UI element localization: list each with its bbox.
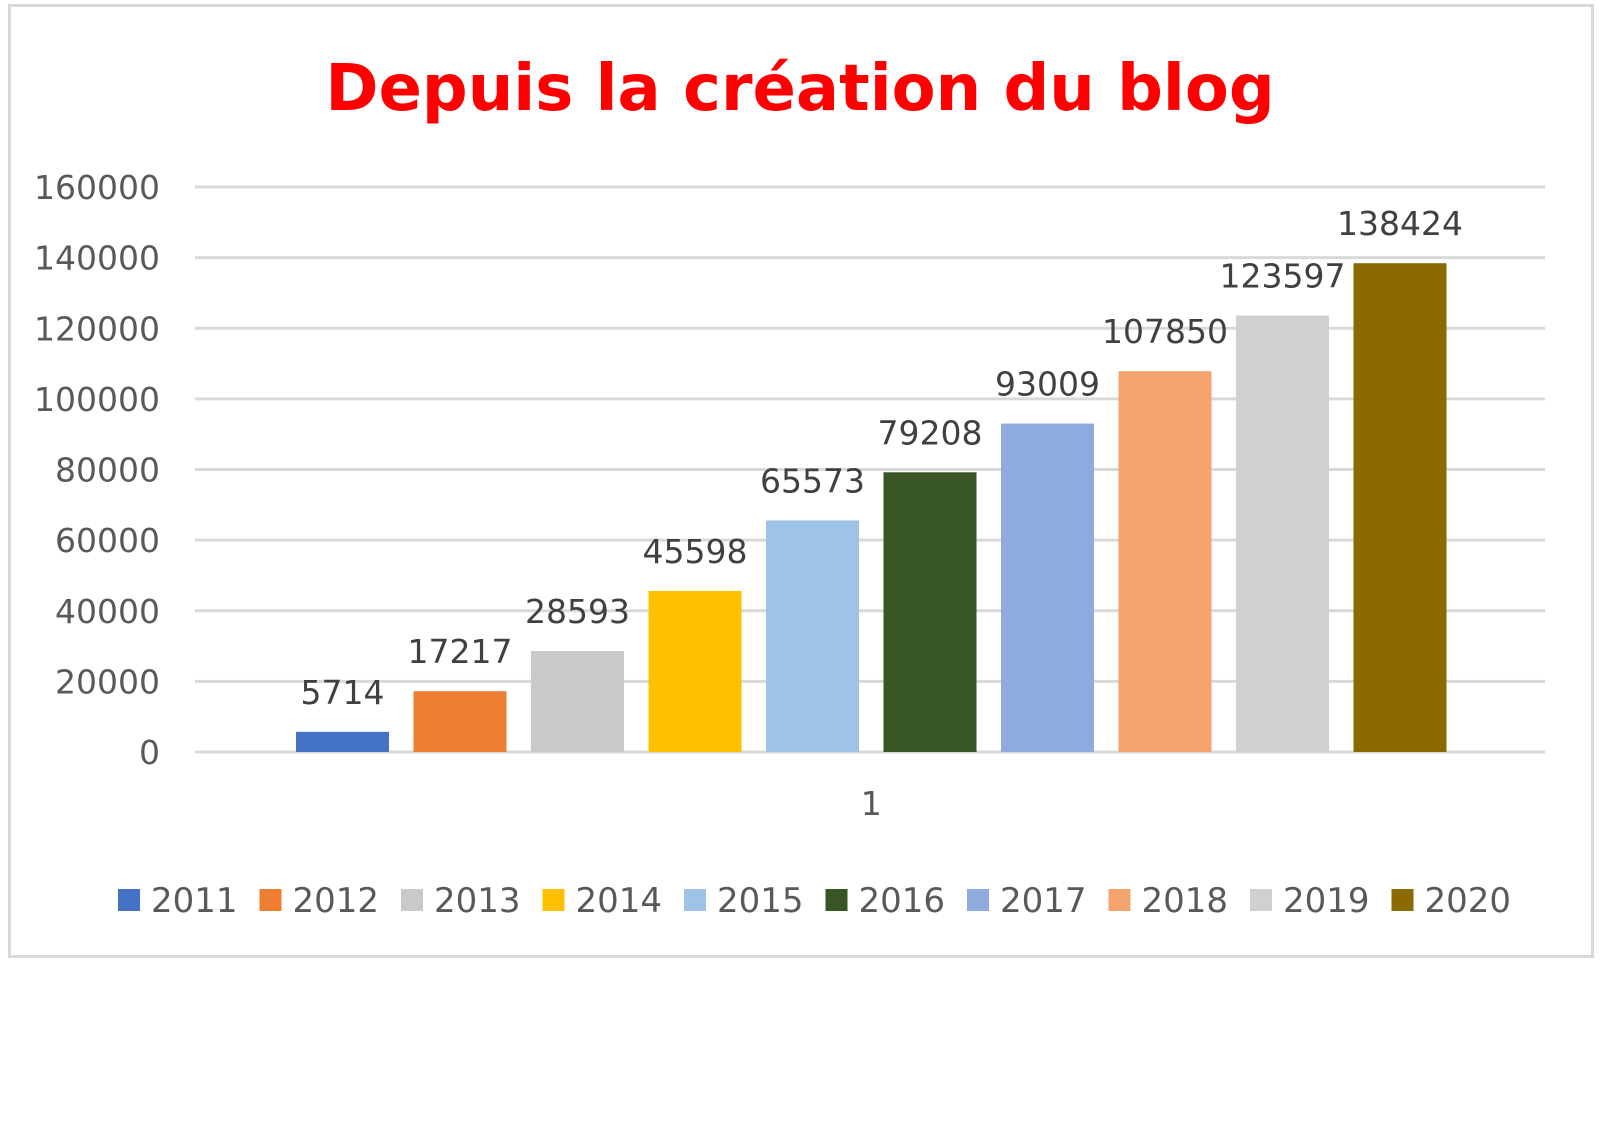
data-label-2019: 123597 bbox=[1220, 257, 1346, 296]
y-tick-label: 60000 bbox=[55, 521, 160, 560]
legend-swatch bbox=[825, 889, 848, 911]
legend-swatch bbox=[967, 889, 989, 911]
legend-label: 2013 bbox=[434, 881, 521, 921]
legend-swatch bbox=[259, 889, 282, 911]
y-tick-label: 0 bbox=[139, 733, 160, 772]
legend: 2011 2012 2013 2014 2015 2016 2017 2018 2019 2020 bbox=[118, 881, 1511, 921]
data-label-2014: 45598 bbox=[643, 532, 748, 571]
legend-item-2015: 2015 bbox=[684, 881, 804, 921]
bar-2020 bbox=[1353, 263, 1447, 752]
legend-label: 2011 bbox=[151, 881, 238, 921]
bars bbox=[296, 263, 1447, 752]
legend-swatch bbox=[542, 889, 565, 911]
legend-item-2017: 2017 bbox=[967, 881, 1087, 921]
y-tick-label: 20000 bbox=[55, 662, 160, 701]
data-labels: 5714 17217 28593 45598 65573 79208 93009107850… bbox=[301, 204, 1463, 712]
legend-swatch bbox=[401, 889, 423, 911]
legend-label: 2016 bbox=[859, 881, 946, 921]
legend-label: 2014 bbox=[576, 881, 663, 921]
data-label-2017: 93009 bbox=[995, 365, 1100, 404]
legend-label: 2018 bbox=[1142, 881, 1229, 921]
legend-swatch bbox=[118, 889, 140, 911]
legend-swatch bbox=[684, 889, 706, 911]
legend-swatch bbox=[1250, 889, 1272, 911]
bar-2017 bbox=[1001, 423, 1094, 752]
legend-label: 2019 bbox=[1283, 881, 1370, 921]
y-tick-label: 160000 bbox=[34, 168, 160, 207]
chart-frame bbox=[8, 4, 1594, 958]
legend-label: 2020 bbox=[1425, 881, 1512, 921]
legend-item-2016: 2016 bbox=[825, 881, 946, 921]
legend-label: 2012 bbox=[293, 881, 380, 921]
data-label-2011: 5714 bbox=[301, 673, 385, 712]
legend-item-2012: 2012 bbox=[259, 881, 380, 921]
y-tick-label: 80000 bbox=[55, 451, 160, 490]
bar-2014 bbox=[648, 590, 742, 752]
y-tick-label: 120000 bbox=[34, 309, 160, 348]
data-label-2015: 65573 bbox=[760, 461, 865, 500]
data-label-2020: 138424 bbox=[1337, 204, 1463, 243]
chart-title: Depuis la création du blog bbox=[325, 52, 1274, 126]
bar-2016 bbox=[883, 472, 977, 752]
bar-2012 bbox=[413, 691, 507, 752]
data-label-2012: 17217 bbox=[408, 632, 513, 671]
bar-2015 bbox=[766, 520, 859, 752]
legend-swatch bbox=[1391, 889, 1414, 911]
legend-label: 2017 bbox=[1000, 881, 1087, 921]
legend-label: 2015 bbox=[717, 881, 804, 921]
y-tick-label: 140000 bbox=[34, 239, 160, 278]
bar-2019 bbox=[1236, 315, 1329, 752]
x-tick-label: 1 bbox=[861, 784, 882, 823]
legend-swatch bbox=[1108, 889, 1131, 911]
legend-item-2013: 2013 bbox=[401, 881, 521, 921]
legend-item-2019: 2019 bbox=[1250, 881, 1370, 921]
legend-item-2014: 2014 bbox=[542, 881, 663, 921]
y-tick-label: 40000 bbox=[55, 592, 160, 631]
legend-item-2018: 2018 bbox=[1108, 881, 1229, 921]
legend-item-2020: 2020 bbox=[1391, 881, 1512, 921]
y-tick-label: 100000 bbox=[34, 380, 160, 419]
x-axis-ticks: 1 bbox=[861, 784, 882, 823]
data-label-2018: 107850 bbox=[1102, 312, 1228, 351]
legend-item-2011: 2011 bbox=[118, 881, 238, 921]
data-label-2013: 28593 bbox=[525, 592, 630, 631]
bar-2018 bbox=[1118, 371, 1212, 752]
data-label-2016: 79208 bbox=[878, 413, 983, 452]
y-axis-ticks: 0 20000 40000 60000 80000 100000 120000 140000 1… bbox=[34, 168, 160, 772]
bar-2011 bbox=[296, 731, 389, 752]
bar-2013 bbox=[531, 651, 624, 752]
